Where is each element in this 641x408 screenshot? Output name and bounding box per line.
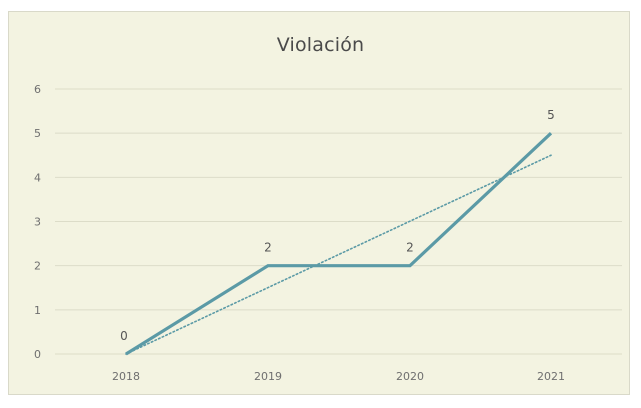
data-label: 5 xyxy=(547,108,555,122)
data-label: 2 xyxy=(406,241,414,255)
x-tick-label: 2018 xyxy=(112,370,140,383)
y-tick-label: 6 xyxy=(34,83,41,96)
data-label: 0 xyxy=(120,329,128,343)
y-tick-label: 2 xyxy=(34,260,41,273)
y-tick-label: 4 xyxy=(34,171,41,184)
y-tick-label: 0 xyxy=(34,348,41,361)
chart-title: Violación xyxy=(276,34,365,56)
x-tick-label: 2020 xyxy=(396,370,424,383)
data-label: 2 xyxy=(264,241,272,255)
y-tick-label: 5 xyxy=(34,127,41,140)
x-tick-label: 2019 xyxy=(254,370,282,383)
x-tick-label: 2021 xyxy=(537,370,565,383)
y-tick-label: 3 xyxy=(34,216,41,229)
chart-area xyxy=(8,11,630,395)
y-tick-label: 1 xyxy=(34,304,41,317)
series-line xyxy=(125,132,553,356)
trendline xyxy=(125,154,552,355)
